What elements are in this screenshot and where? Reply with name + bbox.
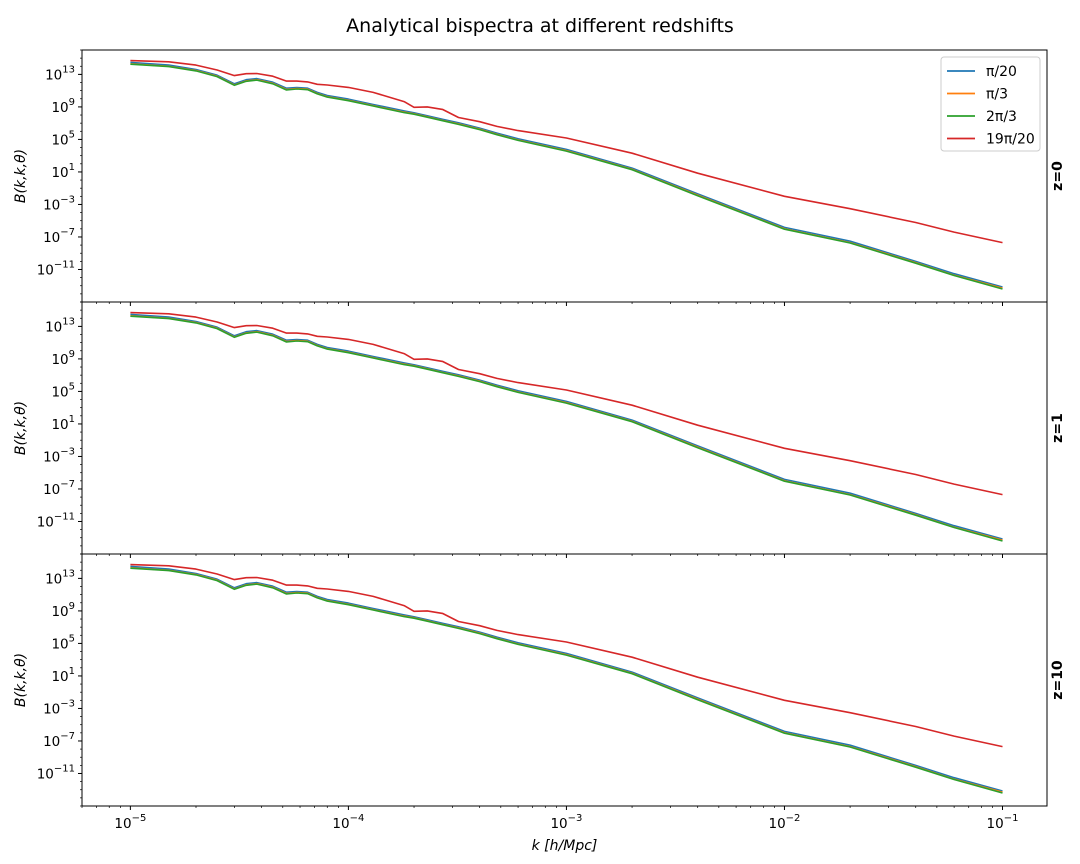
- y-axis-label: B(k,k,θ): [13, 149, 29, 203]
- x-tick-label: 10−1: [987, 813, 1019, 832]
- series-line: [130, 563, 1003, 748]
- y-tick-label: 109: [51, 601, 75, 620]
- axes-frame: [81, 49, 1048, 303]
- y-tick-label: 10−11: [37, 511, 75, 530]
- figure-title: Analytical bispectra at different redshi…: [346, 15, 734, 37]
- panel-z1: 1013 109 105 101 10−3 10−7 10−11 B(k,k,θ) z=1: [13, 301, 1066, 558]
- series-line: [130, 313, 1003, 540]
- panel-label: z=10: [1050, 660, 1066, 700]
- x-tick-label: 10−3: [550, 813, 582, 832]
- y-tick-label: 10−3: [43, 698, 75, 717]
- series-line: [130, 311, 1003, 496]
- y-tick-label: 10−7: [43, 227, 75, 246]
- y-axis-label: B(k,k,θ): [13, 653, 29, 707]
- panel-label: z=1: [1050, 413, 1066, 443]
- legend: π/20 π/3 2π/3 19π/20: [940, 56, 1041, 152]
- series-line: [130, 565, 1003, 792]
- y-tick-label: 10−7: [43, 731, 75, 750]
- y-axis-label: B(k,k,θ): [13, 401, 29, 455]
- y-tick-label: 109: [51, 349, 75, 368]
- x-tick-label: 10−5: [114, 813, 146, 832]
- y-tick-label: 10−11: [37, 763, 75, 782]
- y-tick-label: 105: [51, 129, 75, 148]
- panel-label: z=0: [1050, 161, 1066, 191]
- legend-entry: π/3: [986, 87, 1008, 103]
- panels: 1013 109 105 101 10−3 10−7 10−11 B(k,k,θ) z=0 π/2…: [13, 49, 1066, 854]
- y-tick-label: 101: [51, 666, 75, 685]
- series-line: [130, 567, 1003, 794]
- y-tick-label: 105: [51, 633, 75, 652]
- legend-entry: 2π/3: [986, 109, 1017, 125]
- legend-box: [940, 56, 1041, 152]
- series-line: [130, 59, 1003, 244]
- y-tick-label: 10−7: [43, 479, 75, 498]
- y-tick-label: 10−3: [43, 446, 75, 465]
- y-tick-label: 1013: [45, 64, 75, 83]
- panel-z0: 1013 109 105 101 10−3 10−7 10−11 B(k,k,θ) z=0 π/2…: [13, 49, 1066, 306]
- y-tick-label: 10−11: [37, 259, 75, 278]
- series-line: [130, 567, 1003, 793]
- y-tick-label: 101: [51, 162, 75, 181]
- x-tick-label: 10−2: [768, 813, 800, 832]
- y-tick-label: 109: [51, 97, 75, 116]
- axes-frame: [81, 553, 1048, 807]
- y-tick-label: 101: [51, 414, 75, 433]
- axes-frame: [81, 301, 1048, 555]
- x-axis-label: k [h/Mpc]: [532, 838, 598, 854]
- y-tick-label: 1013: [45, 316, 75, 335]
- legend-entry: π/20: [986, 64, 1017, 80]
- series-line: [130, 61, 1003, 288]
- y-tick-label: 1013: [45, 568, 75, 587]
- series-line: [130, 315, 1003, 542]
- panel-z10: 1013 109 105 101 10−3 10−7 10−11 10−5 10−4 10−3 10…: [13, 553, 1066, 854]
- y-tick-label: 10−3: [43, 194, 75, 213]
- x-tick-label: 10−4: [332, 813, 364, 832]
- series-line: [130, 63, 1003, 290]
- legend-entry: 19π/20: [986, 132, 1035, 148]
- series-line: [130, 63, 1003, 289]
- series-line: [130, 315, 1003, 541]
- y-tick-label: 105: [51, 381, 75, 400]
